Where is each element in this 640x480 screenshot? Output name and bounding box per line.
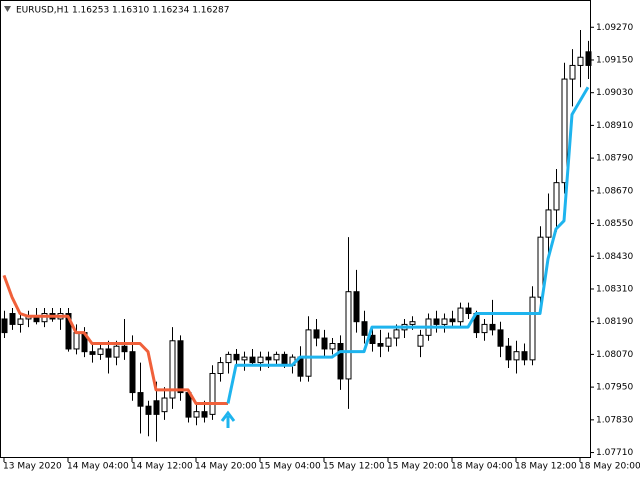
candle-body <box>337 343 344 380</box>
candle-body <box>305 329 312 377</box>
candle-body <box>577 56 584 66</box>
candle-body <box>393 329 400 339</box>
candle-body <box>241 356 248 361</box>
candle-body <box>225 353 232 364</box>
candle-body <box>457 307 464 323</box>
candle-body <box>377 343 384 347</box>
candle-body <box>497 329 504 347</box>
chart-title: EURUSD,H1 1.16253 1.16310 1.16234 1.1628… <box>16 6 229 16</box>
candle-body <box>513 351 520 361</box>
x-tick-label: 14 May 04:00 <box>67 462 129 472</box>
candle-body <box>265 356 272 361</box>
y-tick-label: 1.08430 <box>596 252 633 262</box>
candle-body <box>481 323 488 334</box>
candle-body <box>121 345 128 353</box>
x-tick-label: 13 May 2020 <box>3 462 62 472</box>
y-tick-label: 1.07950 <box>596 383 633 393</box>
candle-body <box>465 307 472 315</box>
candle-body <box>489 323 496 331</box>
candle-body <box>409 321 416 325</box>
y-tick-label: 1.08550 <box>596 219 633 229</box>
x-tick-label: 14 May 20:00 <box>195 462 257 472</box>
candle-body <box>353 291 360 323</box>
x-tick-label: 18 May 20:00 <box>579 462 640 472</box>
candle-body <box>449 318 456 323</box>
indicator-line <box>2 274 228 405</box>
indicator-line <box>226 86 590 404</box>
candle-body <box>585 51 592 66</box>
candle-body <box>529 296 536 361</box>
buy-arrow <box>220 410 236 428</box>
candle-body <box>321 337 328 350</box>
candle-body <box>361 321 368 336</box>
y-tick-label: 1.09030 <box>596 88 633 98</box>
candle-body <box>73 332 80 350</box>
candle-body <box>65 313 72 350</box>
menu-icon[interactable] <box>4 6 11 12</box>
candle-body <box>569 64 576 80</box>
candle-body <box>137 392 144 407</box>
x-tick-label: 15 May 20:00 <box>387 462 449 472</box>
candle-body <box>233 353 240 361</box>
candle-body <box>257 356 264 364</box>
candle-body <box>385 337 392 347</box>
candle-body <box>505 345 512 361</box>
candle-body <box>545 209 552 238</box>
candle-body <box>161 397 168 413</box>
candle-body <box>105 348 112 358</box>
candle-body <box>537 236 544 298</box>
candle-body <box>369 334 376 345</box>
candle-body <box>561 78 568 184</box>
y-tick-label: 1.08190 <box>596 317 633 327</box>
y-tick-label: 1.08910 <box>596 121 633 131</box>
candle-body <box>273 353 280 361</box>
candle-body <box>201 411 208 418</box>
candle-body <box>89 351 96 355</box>
x-tick-label: 15 May 12:00 <box>323 462 385 472</box>
y-tick-label: 1.08790 <box>596 154 633 164</box>
candle-body <box>441 318 448 325</box>
x-tick-label: 15 May 04:00 <box>259 462 321 472</box>
candle-body <box>113 345 120 358</box>
candle-body <box>97 348 104 355</box>
y-tick-label: 1.08670 <box>596 186 633 196</box>
y-tick-label: 1.09150 <box>596 55 633 65</box>
y-tick-label: 1.09270 <box>596 23 633 33</box>
candle-body <box>129 351 136 394</box>
candle-body <box>249 356 256 364</box>
plot-frame <box>0 0 591 458</box>
y-tick-label: 1.08070 <box>596 350 633 360</box>
candle-body <box>1 318 8 334</box>
candle-body <box>177 340 184 394</box>
y-tick-label: 1.08310 <box>596 284 633 294</box>
candle-body <box>209 372 216 415</box>
candle-body <box>553 182 560 211</box>
candle-body <box>193 411 200 418</box>
y-tick-label: 1.07830 <box>596 415 633 425</box>
candle-body <box>433 318 440 325</box>
x-tick-label: 18 May 04:00 <box>451 462 513 472</box>
candle-body <box>521 351 528 361</box>
candle-body <box>145 405 152 415</box>
candle-body <box>153 400 160 415</box>
candle-body <box>417 334 424 347</box>
candle-body <box>9 313 16 325</box>
candle-body <box>313 329 320 339</box>
candle-body <box>17 318 24 325</box>
candle-body <box>169 340 176 399</box>
candle-body <box>217 362 224 374</box>
candle-body <box>345 291 352 380</box>
x-tick-label: 18 May 12:00 <box>515 462 577 472</box>
candle-body <box>281 353 288 366</box>
x-tick-label: 14 May 12:00 <box>131 462 193 472</box>
candle-body <box>329 343 336 350</box>
y-tick-label: 1.07710 <box>596 448 633 458</box>
